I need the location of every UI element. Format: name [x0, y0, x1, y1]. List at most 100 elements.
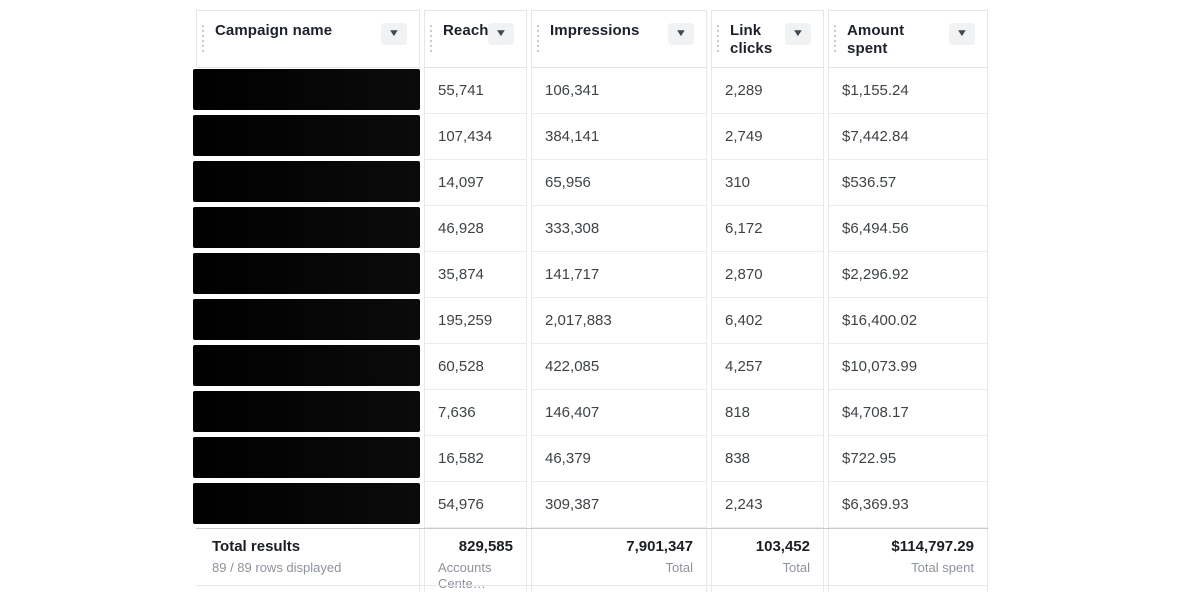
totals-link-clicks-value: 103,452 — [755, 538, 810, 555]
column-header-reach[interactable]: Reach ▼ — [424, 10, 527, 68]
reach-cell: 46,928 — [424, 206, 527, 252]
table-header-row: Campaign name ▼ Reach ▼ Impressions ▼ Li… — [196, 10, 988, 68]
redacted-campaign-name — [193, 437, 420, 478]
campaign-name-cell[interactable] — [193, 436, 420, 482]
table-row: 60,528 422,085 4,257 $10,073.99 — [193, 344, 988, 390]
column-header-impressions[interactable]: Impressions ▼ — [531, 10, 707, 68]
redacted-campaign-name — [193, 483, 420, 524]
drag-dots-icon[interactable] — [202, 25, 204, 52]
redacted-campaign-name — [193, 345, 420, 386]
sort-caret-icon: ▼ — [494, 28, 508, 39]
link-clicks-cell: 2,870 — [711, 252, 824, 298]
rows-displayed-text: 89 / 89 rows displayed — [212, 560, 342, 575]
sort-caret-icon: ▼ — [791, 28, 805, 39]
reach-cell: 60,528 — [424, 344, 527, 390]
amount-spent-cell: $10,073.99 — [828, 344, 988, 390]
totals-impressions-cell: 7,901,347 Total — [531, 528, 707, 592]
reach-cell: 7,636 — [424, 390, 527, 436]
column-header-amount-spent[interactable]: Amount spent ▼ — [828, 10, 988, 68]
totals-link-clicks-cell: 103,452 Total — [711, 528, 824, 592]
column-header-link-clicks[interactable]: Link clicks ▼ — [711, 10, 824, 68]
column-sort-button[interactable]: ▼ — [488, 23, 514, 45]
link-clicks-cell: 2,749 — [711, 114, 824, 160]
amount-spent-cell: $1,155.24 — [828, 68, 988, 114]
campaign-name-cell[interactable] — [193, 68, 420, 114]
amount-spent-cell: $2,296.92 — [828, 252, 988, 298]
column-header-campaign-name[interactable]: Campaign name ▼ — [196, 10, 420, 68]
link-clicks-cell: 4,257 — [711, 344, 824, 390]
campaign-name-cell[interactable] — [193, 160, 420, 206]
table-row: 16,582 46,379 838 $722.95 — [193, 436, 988, 482]
impressions-cell: 65,956 — [531, 160, 707, 206]
redacted-campaign-name — [193, 391, 420, 432]
reach-cell: 16,582 — [424, 436, 527, 482]
column-sort-button[interactable]: ▼ — [668, 23, 694, 45]
campaign-name-cell[interactable] — [193, 298, 420, 344]
impressions-cell: 46,379 — [531, 436, 707, 482]
drag-dots-icon[interactable] — [537, 25, 539, 52]
impressions-cell: 146,407 — [531, 390, 707, 436]
table-row: 14,097 65,956 310 $536.57 — [193, 160, 988, 206]
link-clicks-cell: 6,402 — [711, 298, 824, 344]
drag-dots-icon[interactable] — [834, 25, 836, 52]
table-bottom-divider — [196, 585, 988, 586]
impressions-cell: 422,085 — [531, 344, 707, 390]
totals-amount-spent-value: $114,797.29 — [891, 538, 974, 555]
link-clicks-cell: 310 — [711, 160, 824, 206]
campaign-name-cell[interactable] — [193, 482, 420, 528]
totals-row: Total results 89 / 89 rows displayed 829… — [196, 528, 988, 592]
totals-link-clicks-label: Total — [782, 560, 810, 575]
drag-dots-icon[interactable] — [430, 25, 432, 52]
link-clicks-cell: 838 — [711, 436, 824, 482]
campaign-name-cell[interactable] — [193, 344, 420, 390]
column-label: Campaign name — [215, 22, 333, 39]
totals-reach-label: Accounts Cente… — [438, 560, 492, 591]
table-row: 46,928 333,308 6,172 $6,494.56 — [193, 206, 988, 252]
totals-amount-spent-label: Total spent — [911, 560, 974, 575]
impressions-cell: 333,308 — [531, 206, 707, 252]
column-sort-button[interactable]: ▼ — [381, 23, 407, 45]
sort-caret-icon: ▼ — [674, 28, 688, 39]
amount-spent-cell: $722.95 — [828, 436, 988, 482]
campaign-name-cell[interactable] — [193, 114, 420, 160]
link-clicks-cell: 6,172 — [711, 206, 824, 252]
campaign-name-cell[interactable] — [193, 206, 420, 252]
reach-cell: 107,434 — [424, 114, 527, 160]
table-row: 107,434 384,141 2,749 $7,442.84 — [193, 114, 988, 160]
column-sort-button[interactable]: ▼ — [785, 23, 811, 45]
campaigns-table: Campaign name ▼ Reach ▼ Impressions ▼ Li… — [193, 10, 988, 592]
link-clicks-cell: 2,243 — [711, 482, 824, 528]
reach-cell: 14,097 — [424, 160, 527, 206]
totals-impressions-value: 7,901,347 — [626, 538, 693, 555]
redacted-campaign-name — [193, 253, 420, 294]
column-label: Impressions — [550, 22, 640, 39]
redacted-campaign-name — [193, 207, 420, 248]
column-sort-button[interactable]: ▼ — [949, 23, 975, 45]
amount-spent-cell: $536.57 — [828, 160, 988, 206]
reach-cell: 54,976 — [424, 482, 527, 528]
totals-reach-value: 829,585 — [458, 538, 513, 555]
sort-caret-icon: ▼ — [387, 28, 401, 39]
drag-dots-icon[interactable] — [717, 25, 719, 52]
amount-spent-cell: $6,494.56 — [828, 206, 988, 252]
table-row: 7,636 146,407 818 $4,708.17 — [193, 390, 988, 436]
table-row: 54,976 309,387 2,243 $6,369.93 — [193, 482, 988, 528]
impressions-cell: 2,017,883 — [531, 298, 707, 344]
totals-summary-cell: Total results 89 / 89 rows displayed — [196, 528, 420, 592]
impressions-cell: 106,341 — [531, 68, 707, 114]
campaign-name-cell[interactable] — [193, 252, 420, 298]
amount-spent-cell: $7,442.84 — [828, 114, 988, 160]
totals-top-divider — [196, 528, 988, 529]
redacted-campaign-name — [193, 161, 420, 202]
impressions-cell: 141,717 — [531, 252, 707, 298]
column-label: Reach — [443, 22, 489, 39]
campaign-name-cell[interactable] — [193, 390, 420, 436]
link-clicks-cell: 818 — [711, 390, 824, 436]
totals-impressions-label: Total — [665, 560, 693, 575]
redacted-campaign-name — [193, 299, 420, 340]
totals-title: Total results — [212, 538, 301, 555]
amount-spent-cell: $16,400.02 — [828, 298, 988, 344]
redacted-campaign-name — [193, 69, 420, 110]
table-row: 35,874 141,717 2,870 $2,296.92 — [193, 252, 988, 298]
